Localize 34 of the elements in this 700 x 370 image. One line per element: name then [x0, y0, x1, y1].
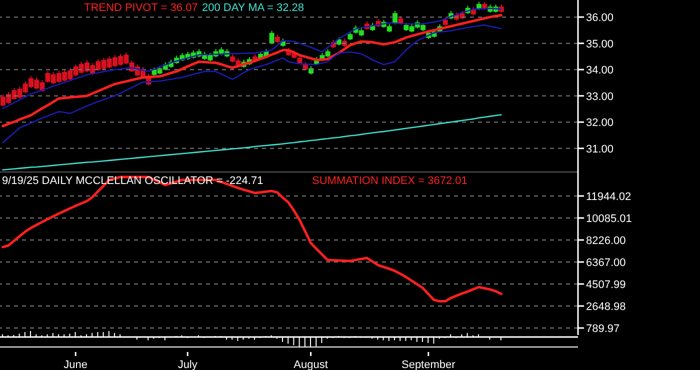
candlestick: [392, 10, 398, 24]
candlestick: [297, 55, 302, 64]
candlestick: [348, 32, 353, 41]
y-tick-label: 8226.00: [586, 234, 626, 247]
y-tick-label: 789.97: [586, 323, 620, 336]
x-tick-label: July: [178, 359, 198, 370]
candlestick: [302, 62, 308, 71]
text: 200 DAY MA = 32.28: [202, 2, 304, 15]
y-tick-label: 4507.99: [586, 279, 626, 292]
line-series: [2, 14, 502, 128]
candlestick: [342, 38, 348, 48]
y-tick-label: 35.00: [586, 38, 614, 50]
y-tick-label: 11944.02: [586, 190, 632, 203]
line-series: [2, 176, 502, 303]
y-tick-label: 36.00: [586, 12, 614, 24]
candlestick: [442, 17, 448, 26]
candlestick: [470, 6, 476, 16]
text: TREND PIVOT = 36.07: [84, 2, 198, 15]
candlestick: [274, 34, 280, 44]
y-tick-label: 33.00: [586, 90, 614, 103]
y-tick-label: 34.00: [586, 64, 614, 77]
y-tick-label: 2648.98: [586, 301, 626, 314]
text: SUMMATION INDEX = 3672.01: [312, 175, 468, 188]
x-tick-label: June: [64, 359, 88, 370]
candlestick: [269, 30, 274, 45]
y-tick-label: 32.00: [586, 117, 614, 130]
y-tick-label: 31.00: [586, 143, 614, 156]
line-series: [2, 24, 502, 144]
y-tick-label: 10085.01: [586, 212, 632, 225]
y-tick-label: 6367.00: [586, 257, 626, 269]
x-tick-label: August: [294, 359, 328, 370]
candlestick: [308, 66, 314, 75]
line-series: [2, 114, 502, 171]
x-tick-label: September: [401, 359, 456, 370]
